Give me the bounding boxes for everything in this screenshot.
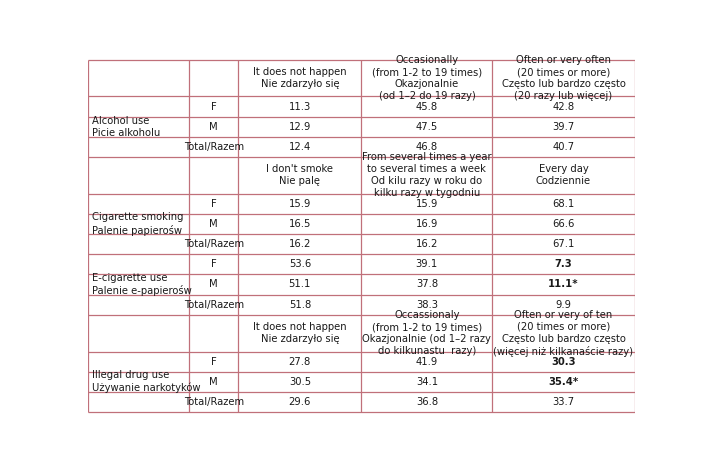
Text: 47.5: 47.5 [416, 122, 438, 132]
Text: F: F [211, 199, 216, 209]
Text: Total/Razem: Total/Razem [184, 142, 244, 152]
Text: Cigarette smoking
Palenie papierośw: Cigarette smoking Palenie papierośw [92, 212, 184, 236]
Text: M: M [209, 122, 218, 132]
Text: 16.5: 16.5 [288, 219, 311, 229]
Text: Total/Razem: Total/Razem [184, 300, 244, 310]
Text: I don't smoke
Nie palę: I don't smoke Nie palę [266, 164, 333, 186]
Text: 46.8: 46.8 [416, 142, 438, 152]
Text: E-cigarette use
Palenie e-papierośw: E-cigarette use Palenie e-papierośw [92, 273, 192, 296]
Text: Illegal drug use
Używanie narkotyków: Illegal drug use Używanie narkotyków [92, 370, 201, 393]
Text: 16.2: 16.2 [416, 239, 438, 249]
Text: Every day
Codziennie: Every day Codziennie [536, 164, 591, 186]
Text: 39.7: 39.7 [552, 122, 575, 132]
Text: From several times a year
to several times a week
Od kilu razy w roku do
kilku r: From several times a year to several tim… [362, 152, 491, 198]
Text: Often or very of ten
(20 times or more)
Często lub bardzo często
(więcej niż kil: Often or very of ten (20 times or more) … [493, 310, 634, 357]
Text: 37.8: 37.8 [416, 279, 438, 290]
Text: It does not happen
Nie zdarzyło się: It does not happen Nie zdarzyło się [253, 67, 347, 89]
Text: 51.1: 51.1 [288, 279, 311, 290]
Text: M: M [209, 219, 218, 229]
Text: 40.7: 40.7 [553, 142, 575, 152]
Text: 29.6: 29.6 [288, 397, 311, 407]
Text: 41.9: 41.9 [416, 357, 438, 367]
Text: 12.9: 12.9 [288, 122, 311, 132]
Text: 16.9: 16.9 [416, 219, 438, 229]
Text: Occasionally
(from 1-2 to 19 times)
Okazjonalnie
(od 1–2 do 19 razy): Occasionally (from 1-2 to 19 times) Okaz… [372, 55, 482, 101]
Text: Total/Razem: Total/Razem [184, 397, 244, 407]
Text: 53.6: 53.6 [289, 259, 311, 269]
Text: 30.5: 30.5 [289, 377, 311, 387]
Text: 16.2: 16.2 [288, 239, 311, 249]
Text: 11.3: 11.3 [289, 101, 311, 112]
Text: 12.4: 12.4 [289, 142, 311, 152]
Text: 7.3: 7.3 [555, 259, 572, 269]
Text: Occassionaly
(from 1-2 to 19 times)
Okazjonalnie (od 1–2 razy
do kilkunastu  raz: Occassionaly (from 1-2 to 19 times) Okaz… [362, 310, 491, 356]
Text: 35.4*: 35.4* [548, 377, 579, 387]
Text: 51.8: 51.8 [289, 300, 311, 310]
Text: 39.1: 39.1 [416, 259, 438, 269]
Text: 68.1: 68.1 [552, 199, 575, 209]
Text: 34.1: 34.1 [416, 377, 438, 387]
Text: F: F [211, 259, 216, 269]
Text: 42.8: 42.8 [553, 101, 575, 112]
Text: M: M [209, 377, 218, 387]
Text: 66.6: 66.6 [552, 219, 575, 229]
Text: 45.8: 45.8 [416, 101, 438, 112]
Text: 27.8: 27.8 [289, 357, 311, 367]
Text: M: M [209, 279, 218, 290]
Text: 15.9: 15.9 [288, 199, 311, 209]
Text: 11.1*: 11.1* [548, 279, 579, 290]
Text: 67.1: 67.1 [552, 239, 575, 249]
Text: 30.3: 30.3 [551, 357, 576, 367]
Text: 9.9: 9.9 [556, 300, 572, 310]
Text: Often or very often
(20 times or more)
Często lub bardzo często
(20 razy lub wię: Often or very often (20 times or more) C… [501, 55, 625, 101]
Text: Alcohol use
Picie alkoholu: Alcohol use Picie alkoholu [92, 116, 161, 138]
Text: F: F [211, 101, 216, 112]
Text: 33.7: 33.7 [553, 397, 575, 407]
Text: 38.3: 38.3 [416, 300, 438, 310]
Text: Total/Razem: Total/Razem [184, 239, 244, 249]
Text: It does not happen
Nie zdarzyło się: It does not happen Nie zdarzyło się [253, 322, 347, 344]
Text: F: F [211, 357, 216, 367]
Text: 15.9: 15.9 [416, 199, 438, 209]
Text: 36.8: 36.8 [416, 397, 438, 407]
